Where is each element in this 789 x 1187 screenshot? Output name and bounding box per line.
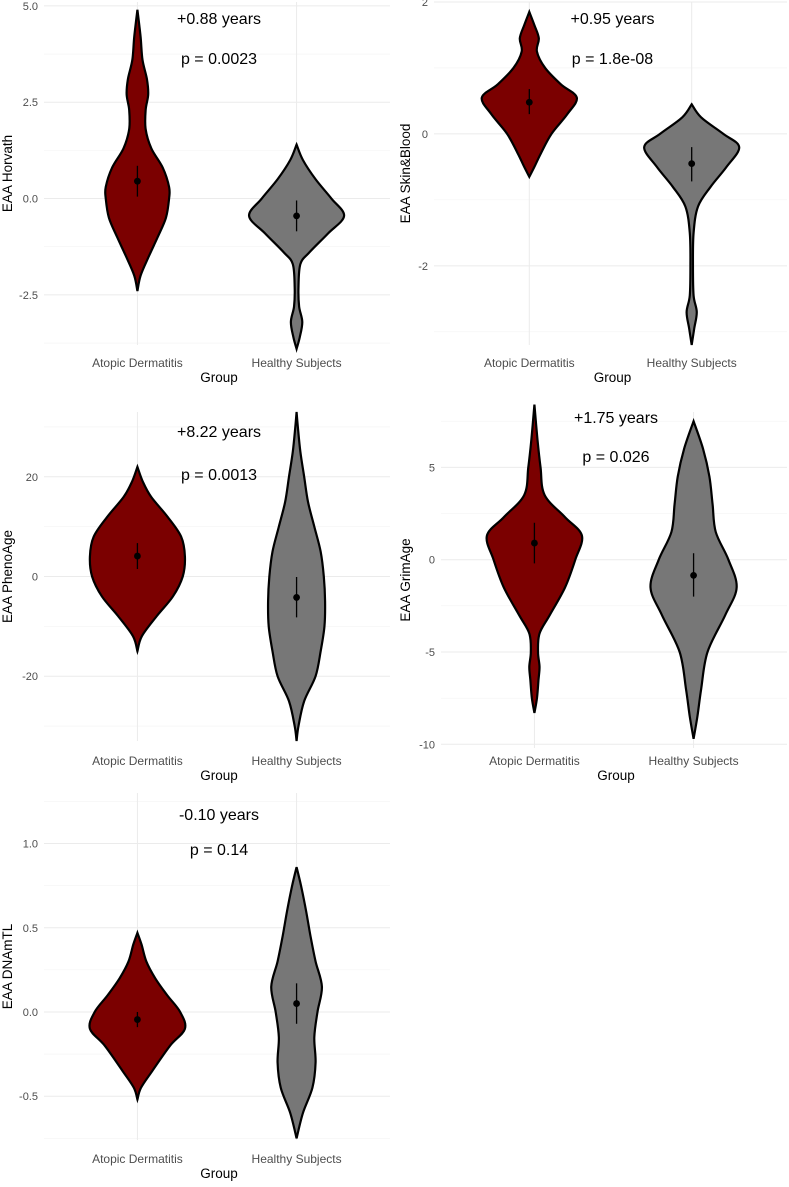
mean-point — [293, 212, 300, 220]
y-tick-label: 0.0 — [23, 194, 38, 206]
y-tick-label: 0.0 — [23, 1007, 38, 1019]
p-value-annotation: p = 0.14 — [190, 842, 248, 859]
effect-size-annotation: -0.10 years — [179, 807, 259, 824]
y-tick-label: 20 — [26, 472, 38, 484]
y-tick-label: 5.0 — [23, 1, 38, 13]
x-tick-label: Healthy Subjects — [252, 754, 342, 768]
effect-size-annotation: +8.22 years — [177, 424, 261, 441]
y-axis-title: EAA GrimAge — [398, 538, 413, 621]
mean-point — [293, 1000, 300, 1007]
y-axis-title: EAA Horvath — [0, 135, 15, 212]
mean-point — [293, 594, 300, 601]
effect-size-annotation: +1.75 years — [574, 410, 658, 427]
y-axis-title: EAA PhenoAge — [0, 530, 15, 623]
x-tick-label: Atopic Dermatitis — [484, 356, 575, 370]
p-value-annotation: p = 0.0023 — [181, 51, 257, 68]
y-axis-title: EAA Skin&Blood — [398, 124, 413, 224]
violin-atopic-dermatitis — [104, 9, 171, 292]
panel-phenoage: -20 0 20 Atopic Dermatitis Healthy Subjects G… — [0, 411, 390, 783]
x-tick-label: Atopic Dermatitis — [92, 1152, 183, 1166]
y-tick-label: 0 — [422, 129, 428, 141]
mean-point — [531, 539, 538, 547]
panel-skinblood: -2 0 2 Atopic Dermatitis Healthy Subjects Gro… — [398, 0, 787, 385]
x-tick-label: Atopic Dermatitis — [489, 754, 580, 768]
y-tick-label: -2.5 — [19, 290, 38, 302]
x-tick-label: Healthy Subjects — [252, 356, 342, 370]
y-axis-title: EAA DNAmTL — [0, 923, 15, 1009]
p-value-annotation: p = 0.026 — [582, 449, 649, 466]
x-tick-label: Healthy Subjects — [649, 754, 739, 768]
effect-size-annotation: +0.95 years — [570, 11, 654, 28]
mean-point — [134, 177, 141, 185]
y-tick-label: -2 — [418, 261, 428, 273]
panel-dnamtl: -0.5 0.0 0.5 1.0 Atopic Dermatitis Healthy Su… — [0, 793, 390, 1181]
p-value-annotation: p = 1.8e-08 — [572, 51, 654, 68]
y-tick-label: 0.5 — [23, 923, 38, 935]
x-tick-label: Healthy Subjects — [647, 356, 737, 370]
x-axis-title: Group — [200, 1166, 238, 1181]
x-tick-label: Healthy Subjects — [252, 1152, 342, 1166]
mean-point — [134, 1016, 141, 1023]
effect-size-annotation: +0.88 years — [177, 11, 261, 28]
violin-healthy-subjects — [643, 102, 741, 346]
y-tick-label: 2.5 — [23, 97, 38, 109]
x-axis-title: Group — [597, 768, 635, 783]
x-tick-label: Atopic Dermatitis — [92, 754, 183, 768]
mean-point — [688, 160, 696, 168]
x-axis-title: Group — [594, 370, 632, 385]
x-axis-title: Group — [200, 370, 238, 385]
y-tick-label: -20 — [22, 671, 38, 683]
y-tick-label: 2 — [422, 0, 428, 9]
x-tick-label: Atopic Dermatitis — [92, 356, 183, 370]
y-tick-label: -5 — [425, 647, 435, 659]
y-tick-label: 0 — [429, 555, 435, 567]
p-value-annotation: p = 0.0013 — [181, 467, 257, 484]
y-tick-label: -0.5 — [19, 1091, 38, 1103]
y-tick-label: -10 — [419, 739, 435, 751]
mean-point — [525, 98, 533, 106]
panel-grimage: -10 -5 0 5 Atopic Dermatitis Healthy Subjects… — [398, 404, 787, 783]
mean-point — [690, 571, 697, 579]
violin-healthy-subjects — [266, 411, 327, 742]
y-tick-label: 0 — [32, 572, 38, 584]
panel-horvath: -2.5 0.0 2.5 5.0 Atopic Dermatitis Healthy Su… — [0, 1, 390, 385]
y-tick-label: 5 — [429, 462, 435, 474]
x-axis-title: Group — [200, 768, 238, 783]
violin-healthy-subjects — [247, 141, 346, 353]
y-tick-label: 1.0 — [23, 839, 38, 851]
mean-point — [134, 552, 141, 560]
